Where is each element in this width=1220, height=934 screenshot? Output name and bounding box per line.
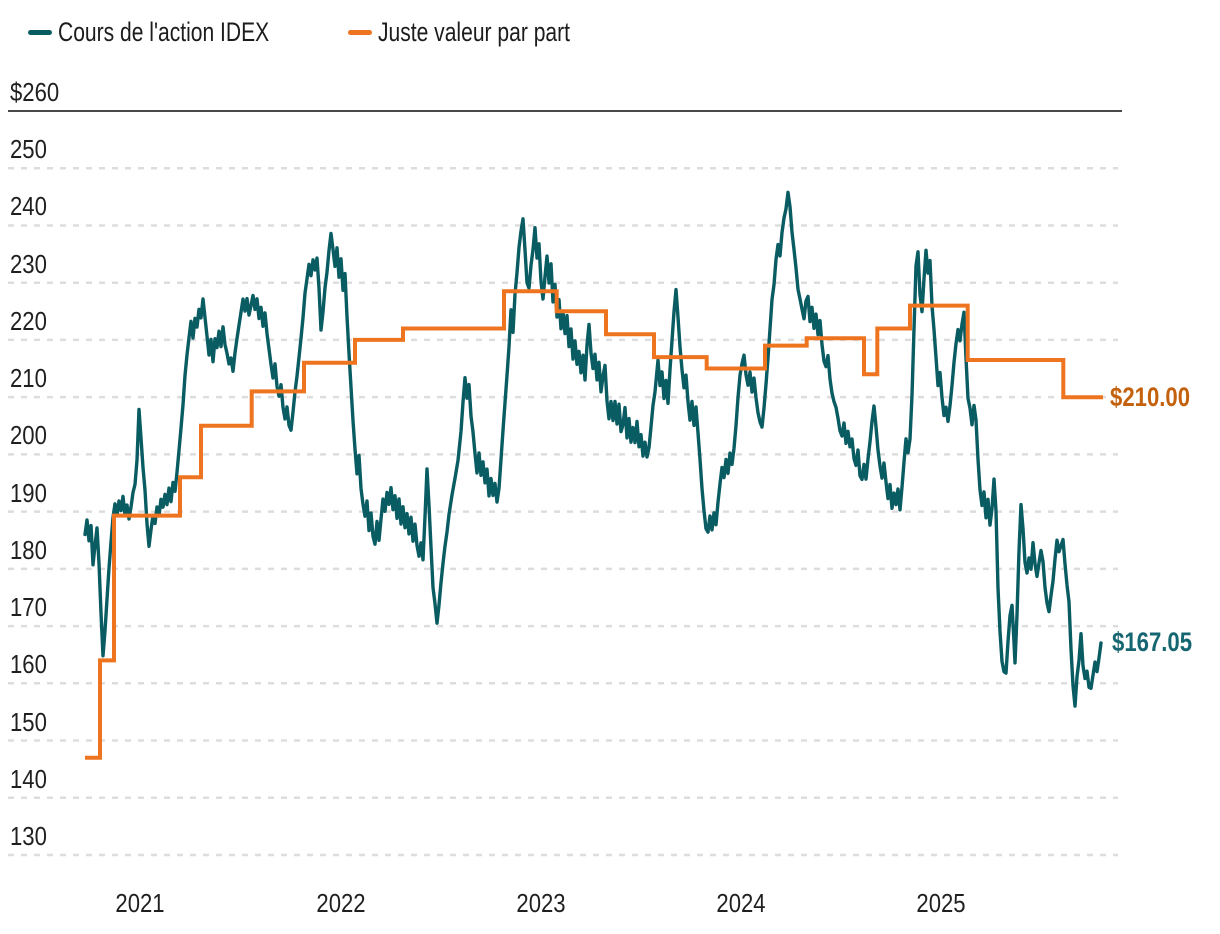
chart-legend: Cours de l'action IDEX Juste valeur par …: [28, 19, 624, 46]
y-tick-260: $260: [10, 77, 60, 107]
fair-value-line[interactable]: [85, 289, 1103, 760]
y-tick-160: 160: [10, 649, 47, 680]
y-tick-250: 250: [10, 134, 47, 165]
y-tick-170: 170: [10, 592, 47, 623]
price-end-label: $167.05: [1112, 627, 1193, 658]
x-tick-2023: 2023: [516, 888, 566, 918]
legend-label-stock-price: Cours de l'action IDEX: [58, 17, 270, 47]
y-tick-240: 240: [10, 191, 47, 222]
legend-item-stock-price[interactable]: Cours de l'action IDEX: [28, 19, 329, 46]
y-tick-230: 230: [10, 248, 47, 279]
y-tick-130: 130: [10, 821, 47, 851]
y-tick-200: 200: [10, 420, 47, 451]
y-tick-220: 220: [10, 305, 47, 336]
x-tick-2024: 2024: [716, 888, 766, 918]
legend-item-fair-value[interactable]: Juste valeur par part: [347, 17, 624, 47]
y-tick-150: 150: [10, 706, 47, 737]
x-tick-2025: 2025: [916, 888, 966, 918]
price-line-swatch-icon: [28, 30, 52, 35]
y-tick-210: 210: [10, 363, 47, 394]
x-tick-2021: 2021: [115, 888, 165, 918]
stock-price-line[interactable]: [83, 190, 1103, 708]
x-tick-2022: 2022: [316, 888, 366, 918]
y-tick-180: 180: [10, 534, 47, 565]
fair-value-end-label: $210.00: [1110, 381, 1191, 412]
legend-label-fair-value: Juste valeur par part: [377, 17, 570, 47]
fair-value-swatch-icon: [347, 30, 372, 35]
y-tick-140: 140: [10, 763, 47, 794]
y-tick-190: 190: [10, 477, 47, 508]
